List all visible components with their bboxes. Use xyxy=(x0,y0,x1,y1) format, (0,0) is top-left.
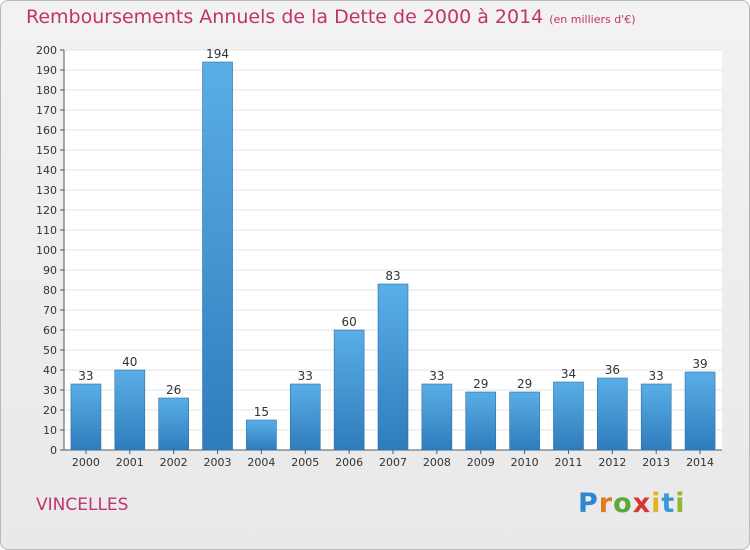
chart-title: Remboursements Annuels de la Dette de 20… xyxy=(26,6,636,28)
logo-letter: r xyxy=(598,488,614,519)
label-layer: 33 40 26 194 15 33 60 83 33 29 29 34 36 33 39 xyxy=(78,47,707,419)
bar-value-label: 39 xyxy=(692,357,707,371)
logo-letter: i xyxy=(651,488,662,519)
bar xyxy=(597,377,628,451)
y-tick-label: 10 xyxy=(43,424,57,437)
y-tick-label: 20 xyxy=(43,404,57,417)
bar-value-label: 29 xyxy=(473,377,488,391)
x-tick-label: 2003 xyxy=(204,456,232,469)
bar xyxy=(553,381,584,451)
bar-value-label: 29 xyxy=(517,377,532,391)
x-tick-label: 2014 xyxy=(686,456,714,469)
bar xyxy=(465,391,497,451)
bar-value-label: 34 xyxy=(561,367,576,381)
bar-layer xyxy=(70,61,716,451)
bar xyxy=(158,397,189,451)
bar-value-label: 33 xyxy=(649,369,664,383)
chart-subtitle: (en milliers d'€) xyxy=(549,13,636,26)
x-tick-label: 2002 xyxy=(160,456,188,469)
y-tick-label: 100 xyxy=(36,244,57,257)
y-tick-label: 130 xyxy=(36,184,57,197)
bar xyxy=(114,369,146,451)
y-tick-label: 150 xyxy=(36,144,57,157)
y-tick-label: 50 xyxy=(43,344,57,357)
y-tick-label: 40 xyxy=(43,364,57,377)
bar xyxy=(509,391,540,451)
y-tick-label: 90 xyxy=(43,264,57,277)
bar-value-label: 40 xyxy=(122,355,137,369)
x-tick-label: 2000 xyxy=(72,456,100,469)
y-tick-label: 30 xyxy=(43,384,57,397)
x-tick-label: 2011 xyxy=(554,456,582,469)
bar xyxy=(202,61,233,451)
bar-value-label: 15 xyxy=(254,405,269,419)
bar xyxy=(377,283,409,451)
bar-value-label: 33 xyxy=(429,369,444,383)
bar-value-label: 83 xyxy=(385,269,400,283)
logo-letter: t xyxy=(661,488,676,519)
x-tick-label: 2007 xyxy=(379,456,407,469)
bar xyxy=(684,371,716,451)
x-tick-label: 2009 xyxy=(467,456,495,469)
x-tick-label: 2004 xyxy=(247,456,275,469)
y-tick-label: 160 xyxy=(36,124,57,137)
logo-letter: o xyxy=(613,488,633,519)
y-tick-label: 200 xyxy=(36,44,57,57)
proxiti-logo: Proxiti xyxy=(578,488,686,519)
x-tick-label: 2013 xyxy=(642,456,670,469)
y-tick-label: 140 xyxy=(36,164,57,177)
y-tick-label: 110 xyxy=(36,224,57,237)
bar xyxy=(333,329,365,451)
bar-value-label: 60 xyxy=(341,315,356,329)
bar-value-label: 33 xyxy=(298,369,313,383)
bar-value-label: 36 xyxy=(605,363,620,377)
x-tick-label: 2001 xyxy=(116,456,144,469)
y-tick-label: 170 xyxy=(36,104,57,117)
y-tick-label: 60 xyxy=(43,324,57,337)
logo-letter: P xyxy=(578,488,599,519)
y-tick-label: 0 xyxy=(50,444,57,457)
bar xyxy=(640,383,672,451)
bar xyxy=(421,383,453,451)
commune-name: VINCELLES xyxy=(36,495,129,515)
chart-title-text: Remboursements Annuels de la Dette de 20… xyxy=(26,6,544,28)
logo-letter: x xyxy=(632,488,652,519)
bar xyxy=(70,383,102,451)
x-tick-label: 2006 xyxy=(335,456,363,469)
bar xyxy=(246,419,277,451)
y-tick-label: 80 xyxy=(43,284,57,297)
x-tick-label: 2012 xyxy=(598,456,626,469)
logo-letter: i xyxy=(675,488,686,519)
y-tick-label: 180 xyxy=(36,84,57,97)
bar-value-label: 194 xyxy=(206,47,229,61)
bar-value-label: 26 xyxy=(166,383,181,397)
y-tick-label: 190 xyxy=(36,64,57,77)
x-tick-label: 2008 xyxy=(423,456,451,469)
bar-value-label: 33 xyxy=(78,369,93,383)
y-tick-label: 120 xyxy=(36,204,57,217)
x-tick-label: 2010 xyxy=(511,456,539,469)
bar xyxy=(289,383,321,451)
x-tick-label: 2005 xyxy=(291,456,319,469)
y-tick-label: 70 xyxy=(43,304,57,317)
